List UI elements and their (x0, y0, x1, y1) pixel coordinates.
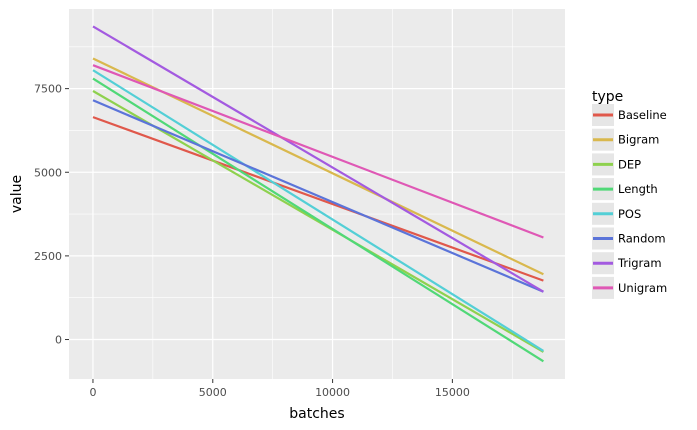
series-line-baseline (92, 116, 544, 282)
series-line-dep (92, 90, 544, 353)
x-tick-label: 10000 (315, 386, 350, 399)
minor-gridlines (69, 9, 565, 379)
series-line-random (92, 99, 544, 293)
legend-item-random: Random (592, 227, 666, 250)
x-tick-label: 0 (89, 386, 96, 399)
legend-item-dep: DEP (592, 153, 641, 176)
y-tick-label: 5000 (34, 166, 62, 179)
legend-item-pos: POS (592, 202, 641, 225)
y-tick-label: 7500 (34, 83, 62, 96)
legend-label: Length (618, 182, 658, 196)
legend-item-length: Length (592, 178, 658, 201)
series-line-unigram (92, 64, 544, 239)
y-tick-label: 0 (55, 334, 62, 347)
legend-title: type (592, 89, 623, 105)
legend: Baseline Bigram DEP Length POS Random Trigram U… (592, 104, 667, 299)
plot-panel (69, 9, 565, 379)
legend-item-baseline: Baseline (592, 104, 667, 126)
series-line-trigram (92, 25, 544, 293)
series-line-pos (92, 69, 544, 352)
legend-label: DEP (618, 157, 641, 171)
legend-label: Unigram (618, 281, 667, 295)
x-tick-label: 15000 (435, 386, 470, 399)
x-axis-title: batches (289, 406, 344, 422)
legend-item-bigram: Bigram (592, 128, 659, 151)
legend-item-trigram: Trigram (592, 252, 662, 275)
y-axis-title: value (9, 175, 25, 213)
legend-label: Bigram (618, 133, 659, 147)
legend-label: Baseline (618, 108, 667, 122)
legend-label: Trigram (617, 256, 662, 270)
legend-item-unigram: Unigram (592, 276, 667, 299)
series-lines (92, 25, 544, 363)
legend-label: Random (618, 232, 666, 246)
x-axis: 0 5000 10000 15000 (89, 379, 470, 399)
legend-label: POS (618, 207, 641, 221)
x-tick-label: 5000 (199, 386, 227, 399)
series-line-length (92, 77, 544, 363)
y-axis: 0 2500 5000 7500 (34, 83, 69, 347)
y-tick-label: 2500 (34, 250, 62, 263)
